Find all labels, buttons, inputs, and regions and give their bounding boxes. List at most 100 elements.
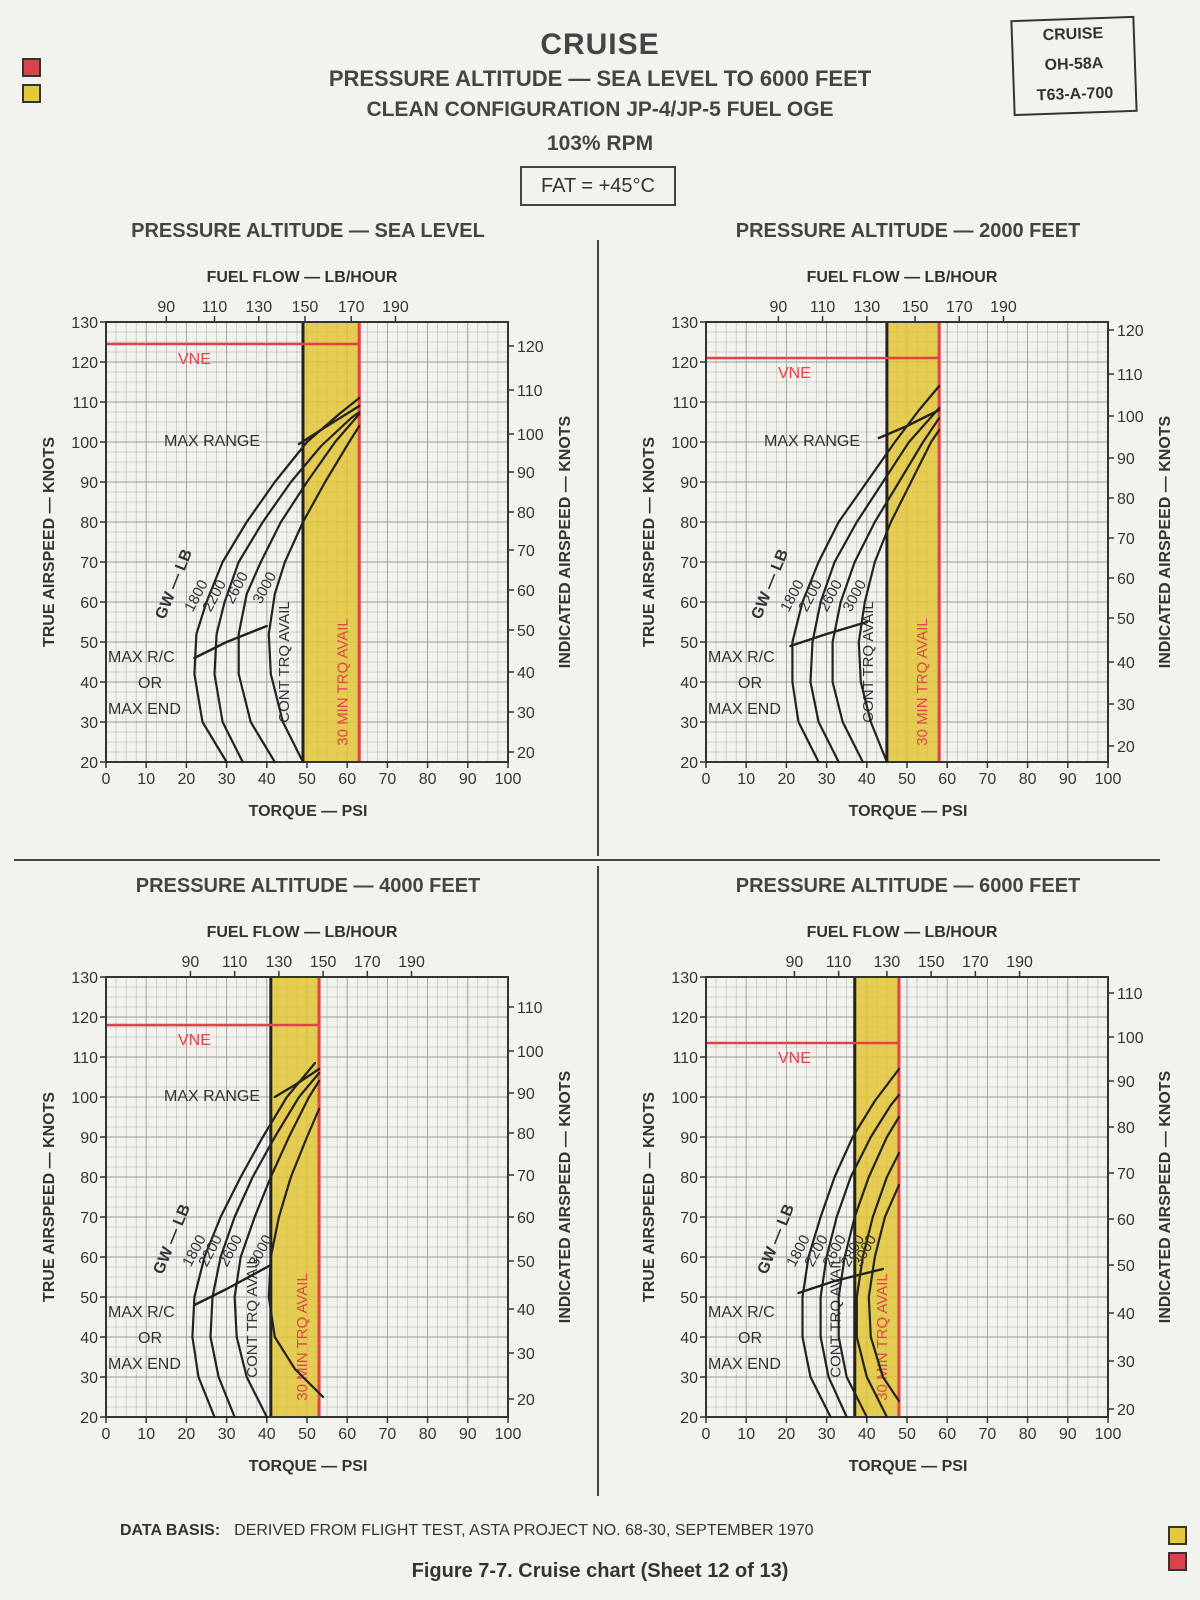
max-trq-label: 30 MIN TRQ AVAIL [874, 1273, 891, 1401]
y-tick-label: 70 [680, 1210, 698, 1227]
gw-curve-3000 [267, 1107, 325, 1399]
top-tick-label: 90 [157, 299, 175, 316]
yellow-tab-marker-bottom [1168, 1526, 1187, 1545]
figure-caption: Figure 7-7. Cruise chart (Sheet 12 of 13… [411, 1560, 789, 1582]
x-tick-label: 70 [979, 771, 997, 788]
y-tick-label: 110 [672, 395, 698, 412]
right-tick-label: 80 [1117, 491, 1135, 508]
top-tick-label: 170 [962, 954, 989, 971]
right-tick-label: 40 [1117, 655, 1135, 672]
y-tick-label: 40 [680, 1330, 698, 1347]
right-tick-label: 20 [1117, 1402, 1135, 1419]
x-tick-label: 50 [898, 771, 916, 788]
y-tick-label: 80 [680, 515, 698, 532]
y-tick-label: 110 [672, 1050, 698, 1067]
top-tick-label: 130 [853, 299, 880, 316]
gw-curve-2600 [837, 1115, 901, 1419]
top-tick-label: 110 [810, 299, 836, 316]
right-tick-label: 80 [517, 505, 535, 522]
right-tick-label: 80 [517, 1126, 535, 1143]
top-tick-label: 130 [245, 299, 272, 316]
y-tick-label: 60 [680, 1250, 698, 1267]
x-tick-label: 50 [298, 1426, 316, 1443]
y-tick-label: 30 [680, 1370, 698, 1387]
top-tick-label: 150 [918, 954, 945, 971]
x-tick-label: 40 [858, 771, 876, 788]
y-tick-label: 40 [680, 675, 698, 692]
x-tick-label: 100 [1095, 771, 1122, 788]
top-tick-label: 170 [354, 954, 381, 971]
gw-curve-3000 [867, 1183, 901, 1403]
y-tick-label: 40 [80, 1330, 98, 1347]
y-axis-label-left: TRUE AIRSPEED — KNOTS [641, 1092, 658, 1302]
top-tick-label: 110 [202, 299, 228, 316]
y-tick-label: 100 [71, 1090, 98, 1107]
top-tick-label: 90 [182, 954, 200, 971]
y-tick-label: 90 [680, 1130, 698, 1147]
right-tick-label: 30 [1117, 1354, 1135, 1371]
x-tick-label: 60 [938, 1426, 956, 1443]
x-tick-label: 20 [178, 771, 196, 788]
chart-title: PRESSURE ALTITUDE — 4000 FEET [136, 875, 481, 897]
y-tick-label: 100 [671, 435, 698, 452]
y-tick-label: 80 [680, 1170, 698, 1187]
y-tick-label: 110 [72, 395, 98, 412]
y-tick-label: 70 [680, 555, 698, 572]
right-tick-label: 100 [517, 1044, 544, 1061]
x-axis-label: TORQUE — PSI [249, 803, 368, 820]
y-tick-label: 120 [71, 1010, 98, 1027]
top-tick-label: 150 [310, 954, 337, 971]
x-tick-label: 40 [258, 1426, 276, 1443]
x-tick-label: 20 [178, 1426, 196, 1443]
x-tick-label: 100 [1095, 1426, 1122, 1443]
y-tick-label: 130 [671, 315, 698, 332]
x-axis-label: TORQUE — PSI [849, 803, 968, 820]
fat-box: FAT = +45°C [520, 166, 676, 206]
red-tab-marker [22, 58, 41, 77]
y-tick-label: 90 [80, 475, 98, 492]
right-tick-label: 60 [517, 583, 535, 600]
y-tick-label: 120 [71, 355, 98, 372]
y-tick-label: 130 [671, 970, 698, 987]
x-tick-label: 10 [737, 771, 755, 788]
x-tick-label: 50 [898, 1426, 916, 1443]
top-axis-label: FUEL FLOW — LB/HOUR [207, 269, 398, 286]
right-tick-label: 110 [517, 383, 543, 400]
y-axis-label-right: INDICATED AIRSPEED — KNOTS [557, 1070, 574, 1323]
top-tick-label: 190 [382, 299, 409, 316]
x-tick-label: 80 [1019, 1426, 1037, 1443]
x-tick-label: 10 [137, 771, 155, 788]
top-axis-label: FUEL FLOW — LB/HOUR [207, 924, 398, 941]
right-tick-label: 90 [517, 1086, 535, 1103]
vne-label: VNE [778, 365, 811, 382]
max-rc-label: MAX R/C [708, 649, 775, 666]
max-rc-curve [797, 1267, 885, 1295]
x-tick-label: 60 [338, 1426, 356, 1443]
max-rc-or-label: OR [138, 675, 162, 692]
y-tick-label: 30 [80, 1370, 98, 1387]
chart-6000-feet: PRESSURE ALTITUDE — 6000 FEET FUEL FLOW —… [600, 870, 1200, 1500]
x-axis-label: TORQUE — PSI [849, 1458, 968, 1475]
right-tick-label: 40 [517, 1302, 535, 1319]
red-tab-marker-bottom [1168, 1552, 1187, 1571]
x-tick-label: 30 [818, 1426, 836, 1443]
max-end-label: MAX END [108, 701, 181, 718]
y-tick-label: 70 [80, 555, 98, 572]
x-tick-label: 90 [1059, 771, 1077, 788]
right-tick-label: 60 [1117, 571, 1135, 588]
top-tick-label: 110 [222, 954, 248, 971]
right-tick-label: 70 [1117, 531, 1135, 548]
y-tick-label: 90 [680, 475, 698, 492]
right-tick-label: 50 [1117, 1258, 1135, 1275]
gw-curve-2600 [237, 412, 361, 764]
right-tick-label: 70 [1117, 1166, 1135, 1183]
y-tick-label: 80 [80, 1170, 98, 1187]
y-tick-label: 50 [680, 1290, 698, 1307]
x-tick-label: 100 [495, 771, 522, 788]
horizontal-divider [14, 859, 1160, 861]
right-tick-label: 30 [517, 705, 535, 722]
y-axis-label-right: INDICATED AIRSPEED — KNOTS [1157, 415, 1174, 668]
top-tick-label: 170 [338, 299, 365, 316]
y-tick-label: 90 [80, 1130, 98, 1147]
top-tick-label: 130 [874, 954, 901, 971]
